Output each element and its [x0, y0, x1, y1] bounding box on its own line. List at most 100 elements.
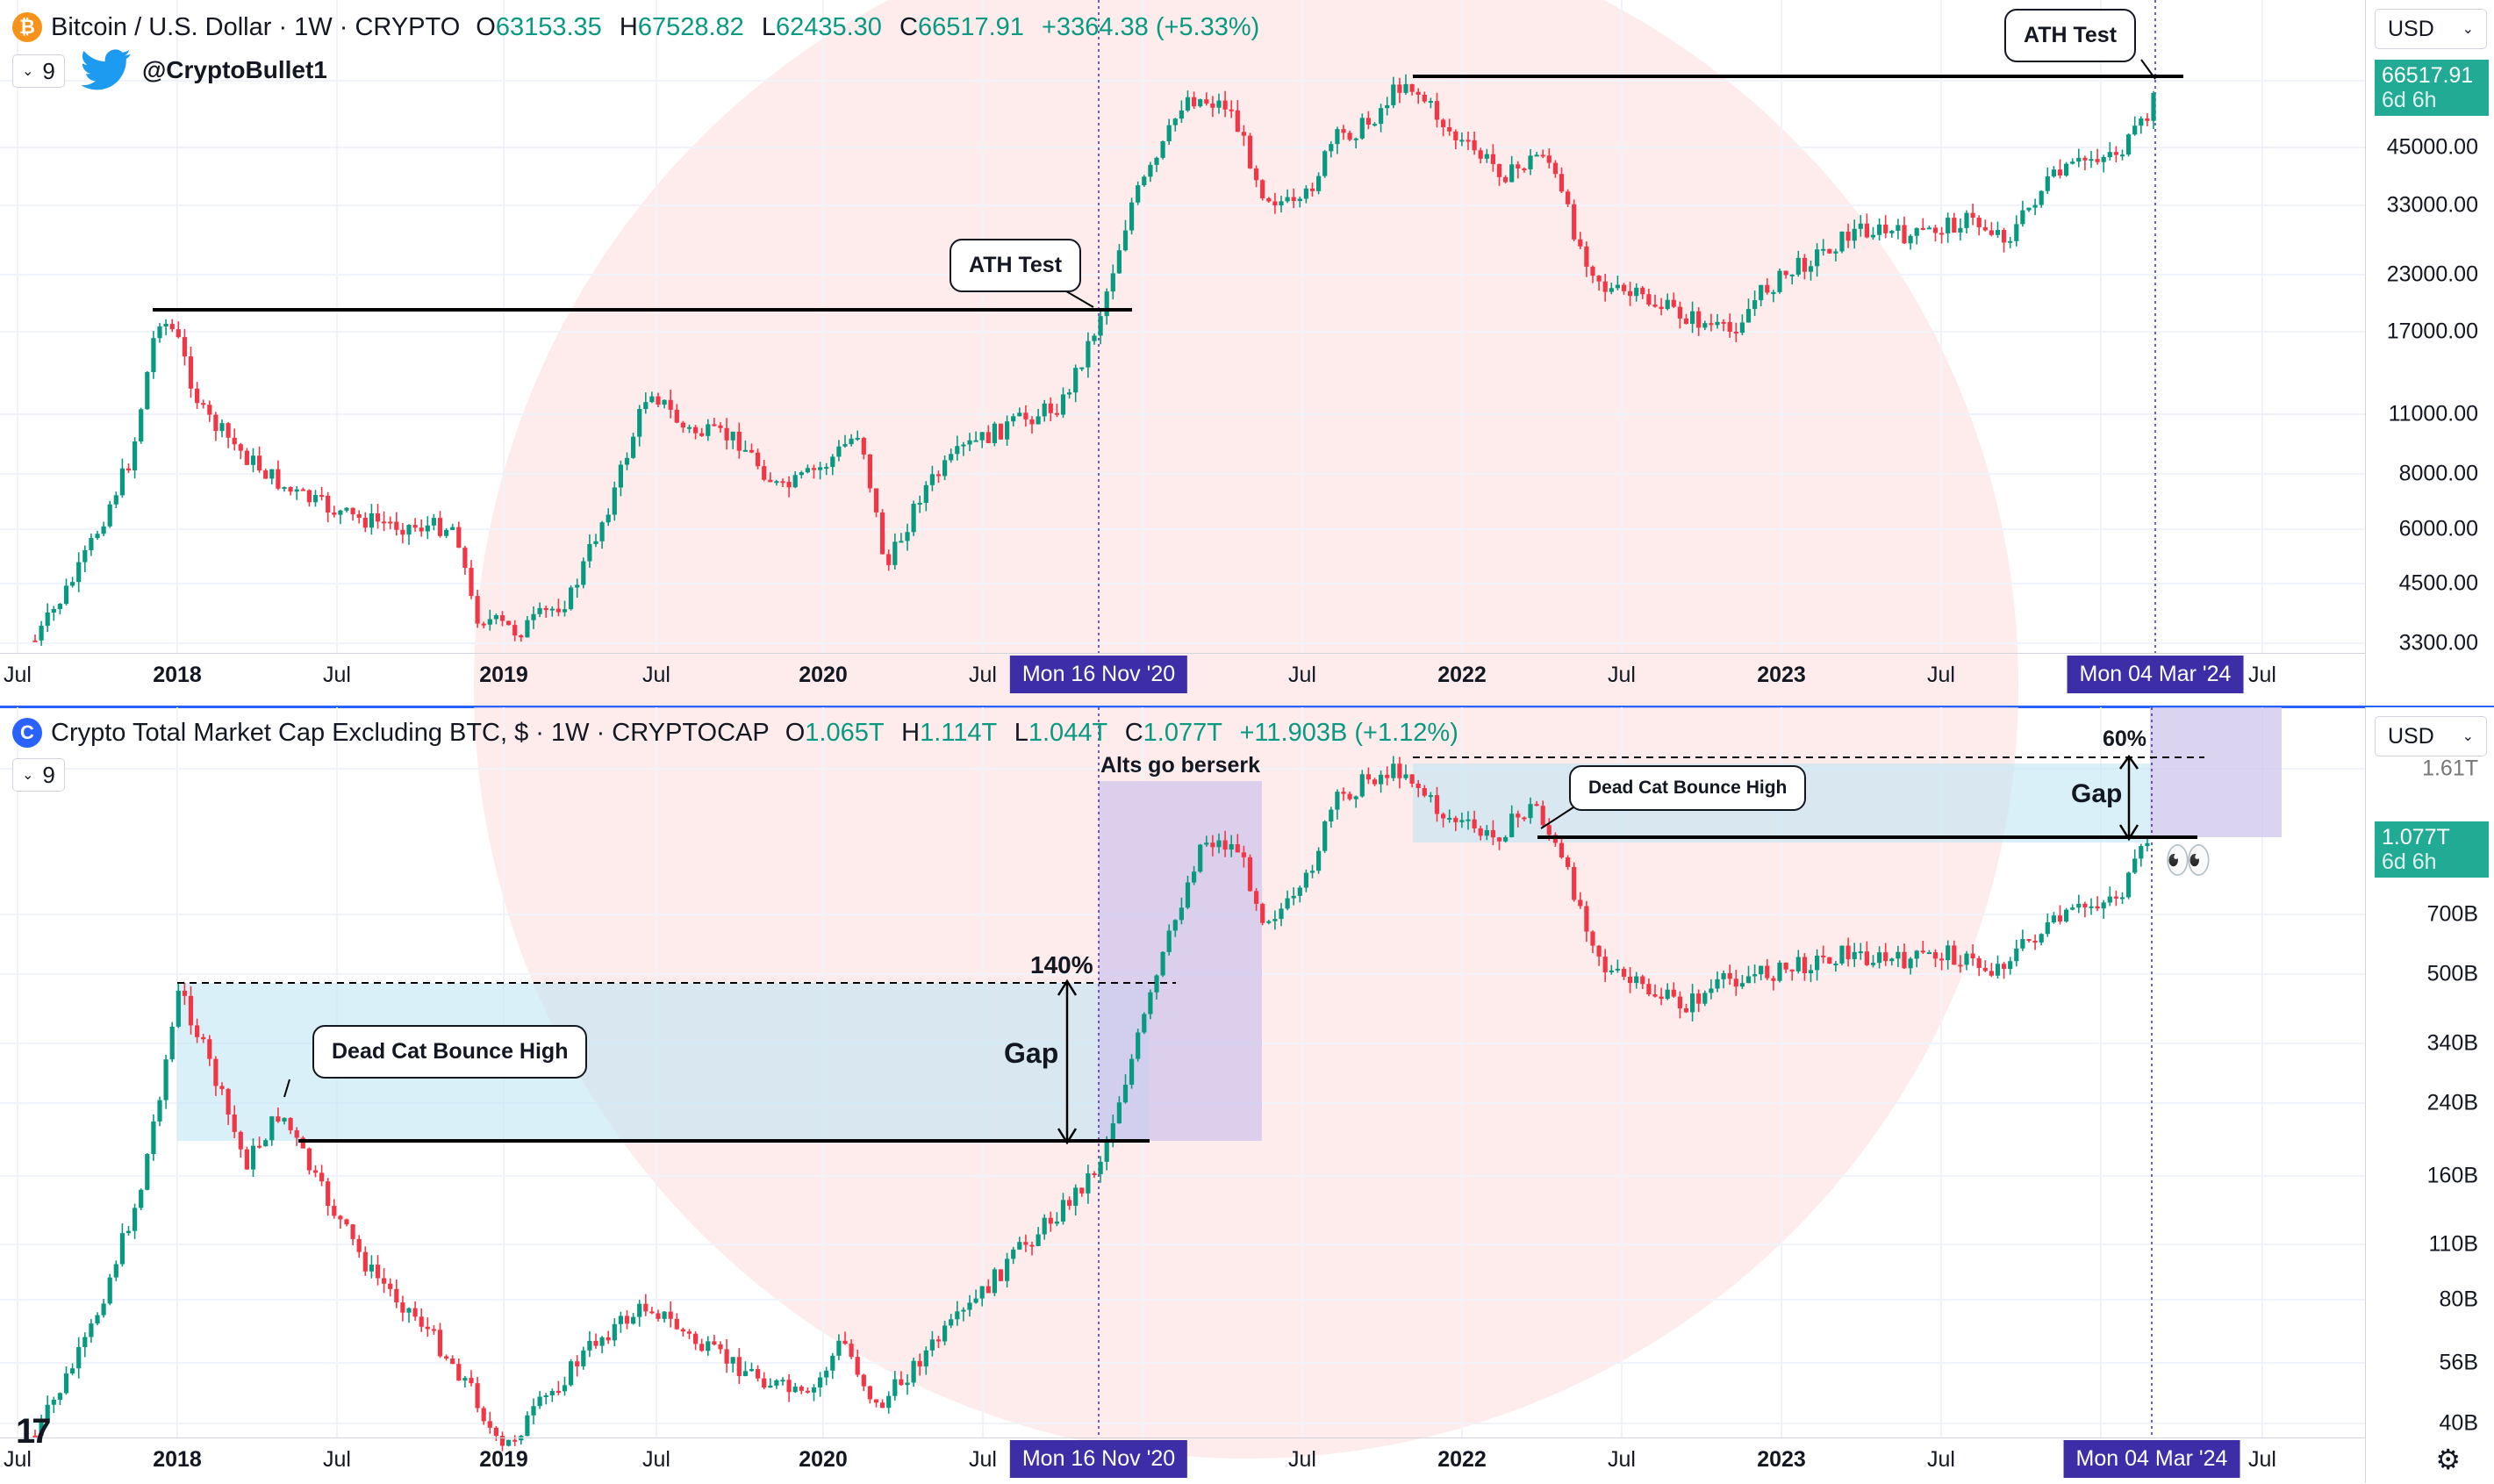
- candle-body: [369, 1265, 374, 1272]
- candle-body: [51, 608, 56, 613]
- candle-body: [412, 525, 418, 528]
- candle-body: [2002, 230, 2007, 243]
- candle-body: [1496, 163, 1502, 177]
- candle-body: [942, 1325, 948, 1342]
- candle-body: [961, 444, 966, 447]
- candle-body: [873, 1399, 879, 1403]
- candle-body: [1540, 806, 1545, 826]
- total3-chart-pane[interactable]: C Crypto Total Market Cap Excluding BTC,…: [0, 707, 2494, 1483]
- candle-body: [1615, 284, 1620, 289]
- candle-body: [207, 1039, 212, 1059]
- candle-body: [1976, 958, 1982, 968]
- candle-body: [668, 1311, 673, 1319]
- gap-arrowheads-right: [2118, 754, 2139, 842]
- currency-select[interactable]: USD ⌄: [2375, 9, 2487, 49]
- candle-body: [2082, 157, 2088, 161]
- candle-body: [1845, 945, 1851, 959]
- candle-body: [818, 1377, 823, 1387]
- candle-body: [462, 548, 468, 569]
- candle-body: [1185, 882, 1191, 908]
- candle-body: [1659, 306, 1664, 310]
- x-tick: Jul: [323, 1447, 351, 1472]
- total3-time-axis[interactable]: Jul 2018 Jul 2019 Jul 2020 Jul Jul 2022 …: [0, 1437, 2366, 1484]
- currency-select[interactable]: USD ⌄: [2375, 716, 2487, 756]
- candle-body: [892, 541, 898, 565]
- btc-chart-pane[interactable]: ₿ Bitcoin / U.S. Dollar · 1W · CRYPTO O6…: [0, 0, 2494, 707]
- candle-body: [836, 1340, 842, 1356]
- btc-time-axis[interactable]: Jul 2018 Jul 2019 Jul 2020 Jul Jul 2022 …: [0, 653, 2366, 699]
- candle-body: [2082, 903, 2088, 907]
- candle-body: [1441, 814, 1446, 819]
- candle-body: [1621, 284, 1627, 291]
- candle-body: [1266, 197, 1272, 202]
- candle-body: [2020, 939, 2025, 949]
- indicators-toggle[interactable]: ⌄ 9: [12, 54, 65, 88]
- candle-body: [562, 1385, 568, 1392]
- candle-body: [232, 1114, 237, 1132]
- candle-body: [1198, 844, 1203, 872]
- candle-body: [388, 521, 393, 524]
- candle-body: [1572, 866, 1577, 900]
- candle-body: [749, 449, 755, 453]
- candle-body: [400, 529, 405, 535]
- callout-pointer: [1540, 805, 1577, 829]
- candle-body: [1490, 829, 1495, 838]
- candle-body: [499, 1436, 505, 1446]
- candle-body: [730, 1357, 735, 1364]
- candle-body: [2113, 152, 2118, 155]
- candle-body: [699, 1344, 705, 1351]
- candle-body: [736, 431, 742, 451]
- total3-candlestick-chart[interactable]: [0, 707, 2494, 1483]
- chevron-down-icon: ⌄: [22, 768, 34, 783]
- candle-body: [1715, 321, 1720, 326]
- btc-price-axis[interactable]: USD ⌄ 45000.00 33000.00 23000.00 17000.00…: [2365, 0, 2494, 707]
- candle-body: [2101, 902, 2106, 909]
- candle-body: [1752, 300, 1758, 310]
- candle-body: [1939, 233, 1945, 235]
- candle-body: [811, 1387, 817, 1393]
- candle-body: [575, 1361, 580, 1366]
- candle-body: [1136, 1032, 1141, 1059]
- indicators-toggle[interactable]: ⌄ 9: [12, 758, 65, 792]
- y-tick: 56B: [2439, 1350, 2478, 1375]
- candle-body: [1122, 1085, 1129, 1103]
- symbol-title[interactable]: Bitcoin / U.S. Dollar · 1W · CRYPTO: [51, 12, 461, 41]
- candle-body: [955, 446, 960, 455]
- candle-body: [867, 1386, 872, 1400]
- candle-body: [133, 1208, 138, 1231]
- gear-icon[interactable]: ⚙: [2435, 1444, 2461, 1475]
- candle-body: [706, 424, 711, 436]
- candle-body: [1017, 412, 1022, 417]
- total3-price-axis[interactable]: USD ⌄ 1.61T 700B 500B 340B 240B 160B 110B…: [2365, 707, 2494, 1483]
- candle-body: [2139, 846, 2144, 859]
- candle-body: [1204, 842, 1209, 845]
- y-tick: 240B: [2426, 1090, 2478, 1115]
- candle-body: [1634, 976, 1639, 984]
- candle-body: [1852, 951, 1857, 959]
- candle-body: [662, 1311, 667, 1319]
- y-tick: 23000.00: [2386, 262, 2478, 287]
- candle-body: [1154, 975, 1159, 993]
- y-tick: 110B: [2428, 1231, 2478, 1257]
- candle-body: [169, 324, 175, 330]
- candle-body: [1982, 226, 1988, 231]
- candle-body: [1739, 983, 1745, 987]
- candle-body: [668, 399, 673, 410]
- last-bar-date-tag: Mon 04 Mar '24: [2063, 1440, 2240, 1478]
- symbol-title[interactable]: Crypto Total Market Cap Excluding BTC, $…: [51, 718, 770, 747]
- candle-body: [1696, 993, 1702, 1004]
- candle-body: [1054, 412, 1059, 415]
- candle-body: [1870, 234, 1876, 238]
- candle-body: [537, 607, 542, 614]
- btc-candlestick-chart[interactable]: [0, 0, 2494, 707]
- candle-body: [1347, 793, 1352, 799]
- candle-body: [431, 518, 436, 526]
- candle-body: [2119, 154, 2125, 157]
- candle-body: [425, 1326, 430, 1330]
- candle-body: [63, 1373, 69, 1394]
- candle-body: [2008, 240, 2013, 243]
- candle-body: [1079, 367, 1085, 369]
- tradingview-logo[interactable]: 17: [16, 1412, 51, 1451]
- candle-body: [662, 399, 667, 405]
- candle-body: [319, 1172, 325, 1182]
